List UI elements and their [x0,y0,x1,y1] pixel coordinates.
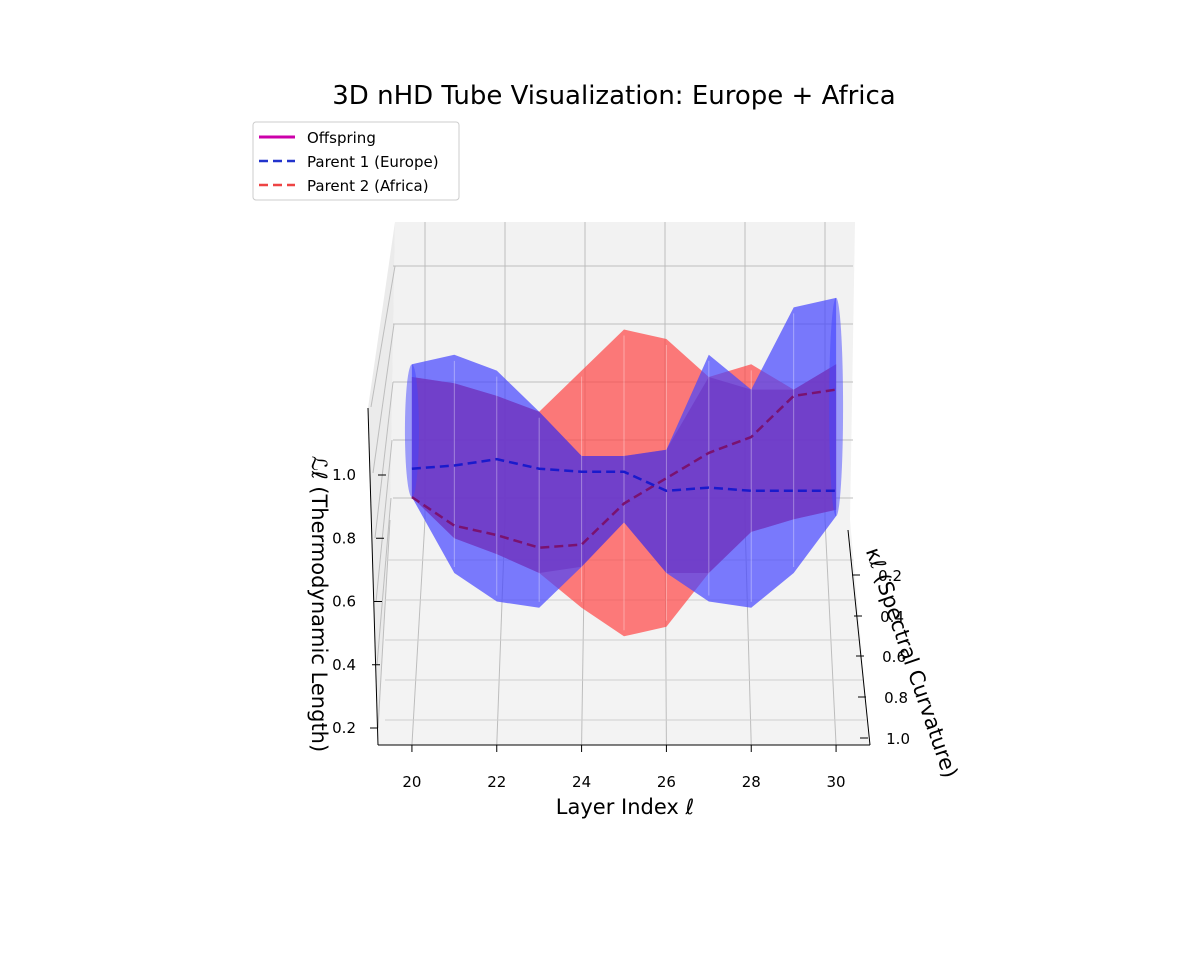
grid-line-z-side [374,381,394,539]
grid-line-z-side [377,519,391,729]
x-axis-label: Layer Index ℓ [556,795,694,819]
chart-title: 3D nHD Tube Visualization: Europe + Afri… [332,81,895,111]
x-tick-label: 20 [402,773,421,791]
grid-line-z-side [372,323,395,474]
grid-line-z-side [370,265,396,408]
x-tick-label: 28 [742,773,761,791]
tube-overlap [411,364,837,573]
y-tick-label: 0.4 [880,608,904,626]
z-axis-label: ℒℓ (Thermodynamic Length) [307,456,331,752]
z-tick-label: 0.6 [332,593,356,611]
axes: 20 22 24 26 28 30 0.2 0.4 0.6 0.8 1.0 0.2 0.4 0.6 0.8 1… [332,407,910,791]
x-tick-label: 30 [827,773,846,791]
tube-end-cap [829,297,844,517]
legend-label-parent2: Parent 2 (Africa) [307,177,429,195]
z-axis-line [367,407,379,746]
grid-line-z-side [375,439,393,603]
legend-box [252,121,460,201]
legend-label-parent1: Parent 1 (Europe) [307,153,439,171]
z-tick-label: 1.0 [332,466,356,484]
y-tick-label: 0.2 [878,567,902,585]
y-tick-label: 1.0 [886,730,910,748]
grid-line-x-floor [411,519,426,746]
legend-label-offspring: Offspring [307,129,376,147]
x-tick-label: 24 [572,773,591,791]
series-line-parent2 [411,388,837,549]
x-tick-label: 22 [487,773,506,791]
z-tick-label: 0.4 [332,656,356,674]
y-axis-line [847,529,871,746]
series-line-parent1 [411,457,837,493]
series-lines [411,388,837,549]
tube-surfaces [404,297,844,637]
grid-line-x-floor [824,519,837,746]
grid-line-z-side [376,497,392,666]
z-tick-label: 0.2 [332,719,356,737]
z-tick-label: 0.8 [332,529,356,547]
y-tick-label: 0.8 [884,689,908,707]
x-tick-label: 26 [657,773,676,791]
tube-end-cap [404,364,419,498]
y-tick-label: 0.6 [882,648,906,666]
y-axis-label: κℓ (Spectral Curvature) [861,544,962,781]
legend: Offspring Parent 1 (Europe) Parent 2 (Af… [252,121,460,201]
